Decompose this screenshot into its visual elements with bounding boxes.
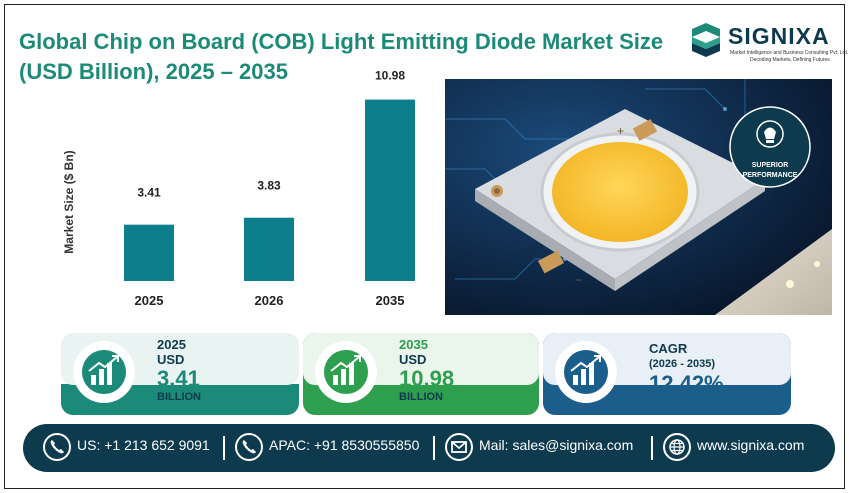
card-unit: USD bbox=[399, 352, 427, 367]
contact-bar: US: +1 213 652 9091 APAC: +91 8530555850… bbox=[23, 424, 835, 472]
card-value: 10.98 bbox=[399, 366, 455, 391]
data-label-2026: 3.83 bbox=[257, 179, 281, 193]
badge-line1: SUPERIOR bbox=[752, 162, 789, 169]
card-value: 3.41 bbox=[157, 366, 200, 391]
badge-line2: PERFORMANCE bbox=[743, 172, 798, 179]
mail-icon bbox=[445, 433, 473, 461]
logo-slogan: Decoding Markets, Defining Futures bbox=[750, 57, 830, 63]
website-link[interactable]: www.signixa.com bbox=[697, 437, 805, 453]
stat-card-2025: 2025 USD 3.41 BILLION bbox=[61, 327, 299, 415]
separator bbox=[651, 436, 653, 460]
growth-chart-icon bbox=[315, 341, 377, 403]
chart-plot: 3.41 2025 3.83 2026 10.98 2035 bbox=[124, 69, 415, 308]
x-tick-2035: 2035 bbox=[376, 293, 405, 308]
phone-icon bbox=[43, 433, 71, 461]
email-link[interactable]: Mail: sales@signixa.com bbox=[479, 437, 634, 453]
bar-2026 bbox=[244, 217, 294, 281]
product-photo: + − SUPERIOR PERFORMANCE bbox=[445, 79, 832, 315]
logo-tagline: Market Intelligence and Business Consult… bbox=[730, 50, 849, 56]
separator bbox=[433, 436, 435, 460]
logo-wordmark: SIGNIXA bbox=[728, 23, 830, 49]
data-label-2035: 10.98 bbox=[375, 69, 405, 83]
signixa-logo: SIGNIXA Market Intelligence and Business… bbox=[688, 19, 848, 67]
x-tick-2026: 2026 bbox=[255, 293, 284, 308]
stat-card-cagr: CAGR (2026 - 2035) 12.42% bbox=[543, 327, 791, 415]
card-year: 2035 bbox=[399, 337, 428, 352]
card-value: 12.42% bbox=[649, 371, 724, 396]
chart-title: Global Chip on Board (COB) Light Emittin… bbox=[19, 29, 664, 84]
superior-performance-badge: SUPERIOR PERFORMANCE bbox=[729, 106, 811, 188]
cob-led-chip-image: + − SUPERIOR PERFORMANCE bbox=[445, 79, 832, 315]
stat-card-2035: 2035 USD 10.98 BILLION bbox=[303, 327, 539, 415]
phone-icon bbox=[235, 433, 263, 461]
logo-mark-icon bbox=[692, 23, 720, 57]
bar-chart: Market Size ($ Bn) 3.41 2025 3.83 2026 10.98… bbox=[19, 65, 439, 325]
card-unit: USD bbox=[157, 352, 185, 367]
svg-text:+: + bbox=[617, 124, 624, 138]
phone-apac-link[interactable]: APAC: +91 8530555850 bbox=[269, 437, 420, 453]
globe-icon bbox=[663, 433, 691, 461]
svg-text:−: − bbox=[575, 273, 582, 287]
data-label-2025: 3.41 bbox=[137, 186, 161, 200]
phone-us-link[interactable]: US: +1 213 652 9091 bbox=[77, 437, 210, 453]
card-suffix: BILLION bbox=[157, 391, 201, 403]
x-tick-2025: 2025 bbox=[135, 293, 164, 308]
infographic-frame: Global Chip on Board (COB) Light Emittin… bbox=[4, 4, 848, 489]
separator bbox=[223, 436, 225, 460]
card-suffix: BILLION bbox=[399, 391, 443, 403]
card-year: 2025 bbox=[157, 337, 186, 352]
bar-2025 bbox=[124, 224, 174, 281]
growth-chart-icon bbox=[555, 341, 617, 403]
growth-chart-icon bbox=[73, 341, 135, 403]
bar-2035 bbox=[365, 99, 415, 281]
card-label: CAGR bbox=[649, 341, 688, 356]
card-period: (2026 - 2035) bbox=[649, 358, 716, 370]
